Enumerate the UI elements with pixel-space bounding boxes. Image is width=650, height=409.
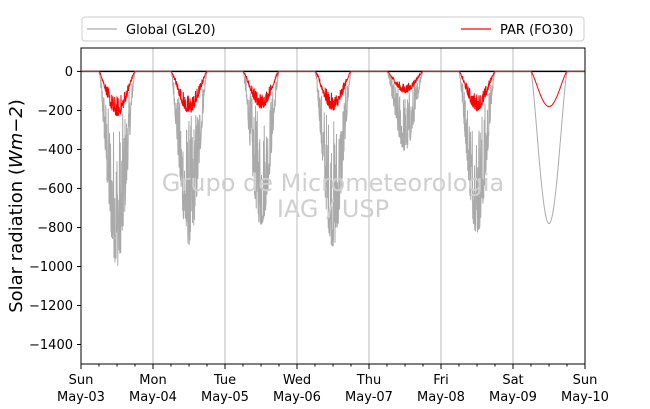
- x-tick-label-date: May-08: [417, 390, 465, 405]
- series-line-par: [81, 70, 585, 117]
- x-tick-label-day: Mon: [139, 373, 166, 388]
- x-tick-label-date: May-05: [201, 390, 249, 405]
- x-tick-label-date: May-09: [489, 390, 537, 405]
- y-tick-label: −200: [37, 104, 73, 119]
- legend-label-par: PAR (FO30): [500, 23, 573, 38]
- y-tick-label: −400: [37, 143, 73, 158]
- y-axis-label-end: ): [6, 99, 27, 106]
- x-axis: Sun May-03 Mon May-04 Tue May-05 Wed May-06 Thu M…: [57, 364, 609, 405]
- series-par: [81, 70, 585, 117]
- legend-frame: [81, 16, 585, 42]
- watermark-line-2: IAG / USP: [277, 195, 389, 223]
- y-tick-label: −1400: [29, 338, 73, 353]
- y-tick-label: −1200: [29, 299, 73, 314]
- legend: Global (GL20) PAR (FO30): [81, 16, 585, 42]
- x-tick-label-day: Fri: [433, 373, 449, 388]
- y-tick-label: −1000: [29, 260, 73, 275]
- legend-label-global: Global (GL20): [126, 23, 216, 38]
- x-tick-label-day: Sat: [502, 373, 523, 388]
- y-axis-label: Solar radiation (Wm−2): [6, 99, 27, 313]
- y-tick-label: −800: [37, 221, 73, 236]
- x-tick-label-day: Sun: [69, 373, 94, 388]
- x-tick-label-date: May-10: [561, 390, 609, 405]
- x-tick-label-date: May-03: [57, 390, 105, 405]
- x-tick-label-day: Sun: [573, 373, 598, 388]
- x-tick-label-day: Tue: [213, 373, 236, 388]
- x-tick-label-day: Wed: [283, 373, 311, 388]
- watermark: Grupo de Micrometeorologia IAG / USP: [162, 169, 504, 223]
- y-axis-label-unit: Wm−2: [6, 106, 27, 168]
- watermark-line-1: Grupo de Micrometeorologia: [162, 169, 504, 197]
- x-tick-label-day: Thu: [356, 373, 381, 388]
- y-axis-label-base: Solar radiation (: [6, 168, 27, 313]
- x-tick-label-date: May-04: [129, 390, 177, 405]
- y-tick-label: 0: [65, 65, 73, 80]
- x-tick-label-date: May-07: [345, 390, 393, 405]
- y-tick-label: −600: [37, 182, 73, 197]
- x-tick-label-date: May-06: [273, 390, 321, 405]
- y-axis: 0 −200 −400 −600 −800 −1000 −1200 −1400: [29, 65, 81, 353]
